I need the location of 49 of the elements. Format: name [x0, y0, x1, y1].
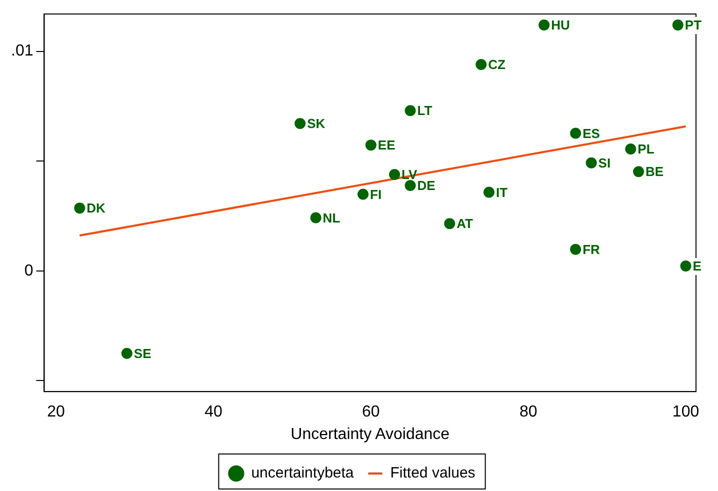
point [389, 168, 400, 180]
x-tick-label: 100 [672, 404, 700, 421]
data-label: SI [598, 155, 611, 170]
data-label: FI [370, 186, 382, 202]
point [538, 19, 550, 30]
point [74, 202, 86, 214]
point [476, 58, 487, 70]
x-axis-title: Uncertainty Avoidance [290, 426, 450, 443]
legend-label: Fitted values [390, 464, 476, 482]
x-tick-label: 20 [47, 404, 66, 421]
data-label: EE [378, 138, 396, 153]
data-label: FR [582, 242, 601, 257]
data-label: PT [684, 18, 702, 33]
data-label: NL [322, 210, 340, 226]
point [625, 144, 636, 155]
data-label: BE [646, 164, 664, 180]
x-tick-label: 80 [519, 404, 538, 421]
point [404, 180, 416, 191]
point [404, 105, 416, 116]
point [483, 186, 494, 198]
y-tick-label: 0 [24, 262, 34, 280]
point [672, 19, 684, 30]
data-label: E [692, 258, 702, 274]
data-label: DE [417, 178, 436, 194]
data-label: PL [638, 142, 654, 157]
point [680, 260, 692, 272]
point [633, 166, 644, 178]
data-label: DK [86, 200, 106, 216]
point [294, 118, 306, 130]
data-label: AT [456, 216, 474, 232]
point [570, 244, 582, 255]
point [444, 218, 456, 230]
legend-label: uncertaintybeta [251, 464, 354, 482]
point [358, 188, 369, 200]
point [121, 348, 132, 359]
point [365, 140, 376, 151]
data-label: LT [417, 103, 432, 118]
y-tick-label: .01 [10, 42, 34, 60]
data-label: HU [551, 18, 570, 33]
point [586, 157, 597, 168]
data-label: SK [307, 116, 326, 132]
x-tick-label: 40 [204, 404, 222, 421]
data-label: SE [134, 346, 152, 361]
data-label: IT [496, 184, 508, 200]
data-label: CZ [488, 57, 506, 72]
point [570, 128, 582, 139]
x-tick-label: 60 [362, 404, 380, 421]
data-label: ES [582, 126, 600, 141]
point [310, 212, 322, 224]
